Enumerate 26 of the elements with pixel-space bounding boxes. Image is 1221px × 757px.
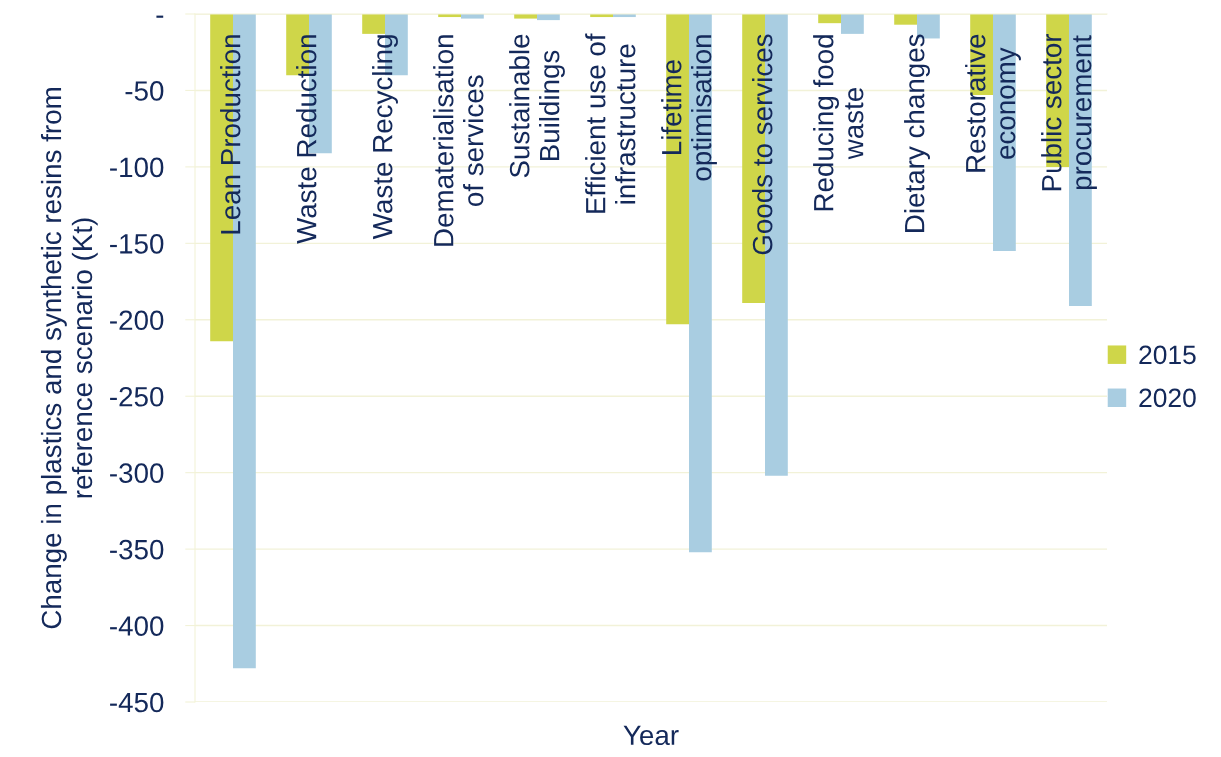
- x-tick-label: Lean Production: [220, 35, 241, 234]
- x-tick-label: Dematerialisation of services: [433, 35, 484, 246]
- y-tick-label: -100: [110, 157, 164, 178]
- y-axis-title: Change in plastics and synthetic resins from reference scenario (Kt): [40, 88, 98, 629]
- y-tick-label: -150: [110, 234, 164, 254]
- legend-label: 2020: [1139, 388, 1196, 408]
- y-tick-label: -400: [110, 616, 164, 636]
- legend-label: 2015: [1139, 345, 1196, 365]
- y-tick-label: -50: [125, 81, 164, 101]
- y-tick-label: -350: [110, 539, 164, 560]
- y-tick-label: -250: [110, 386, 164, 407]
- y-tick-label: -300: [110, 463, 164, 484]
- x-tick-label: Dietary changes: [904, 34, 930, 232]
- x-tick-label: Lifetime optimisation: [661, 35, 717, 181]
- y-tick-label: -200: [110, 310, 164, 331]
- x-axis-title: Year: [623, 725, 679, 746]
- x-tick-label: Public sector procurement: [1041, 33, 1097, 191]
- x-tick-label: Efficient use of infrastructure: [585, 33, 636, 213]
- x-tick-label: Waste Recycling: [372, 35, 398, 240]
- x-tick-label: Waste Reduction: [296, 35, 317, 244]
- x-tick-label: Goods to services: [752, 34, 773, 255]
- x-tick-label: Restorative economy: [965, 34, 1021, 172]
- y-tick-label: -: [156, 15, 164, 18]
- x-tick-label: Reducing food waste: [813, 35, 864, 211]
- y-tick-label: -450: [110, 692, 164, 713]
- x-tick-label: Sustainable Buildings: [509, 34, 565, 178]
